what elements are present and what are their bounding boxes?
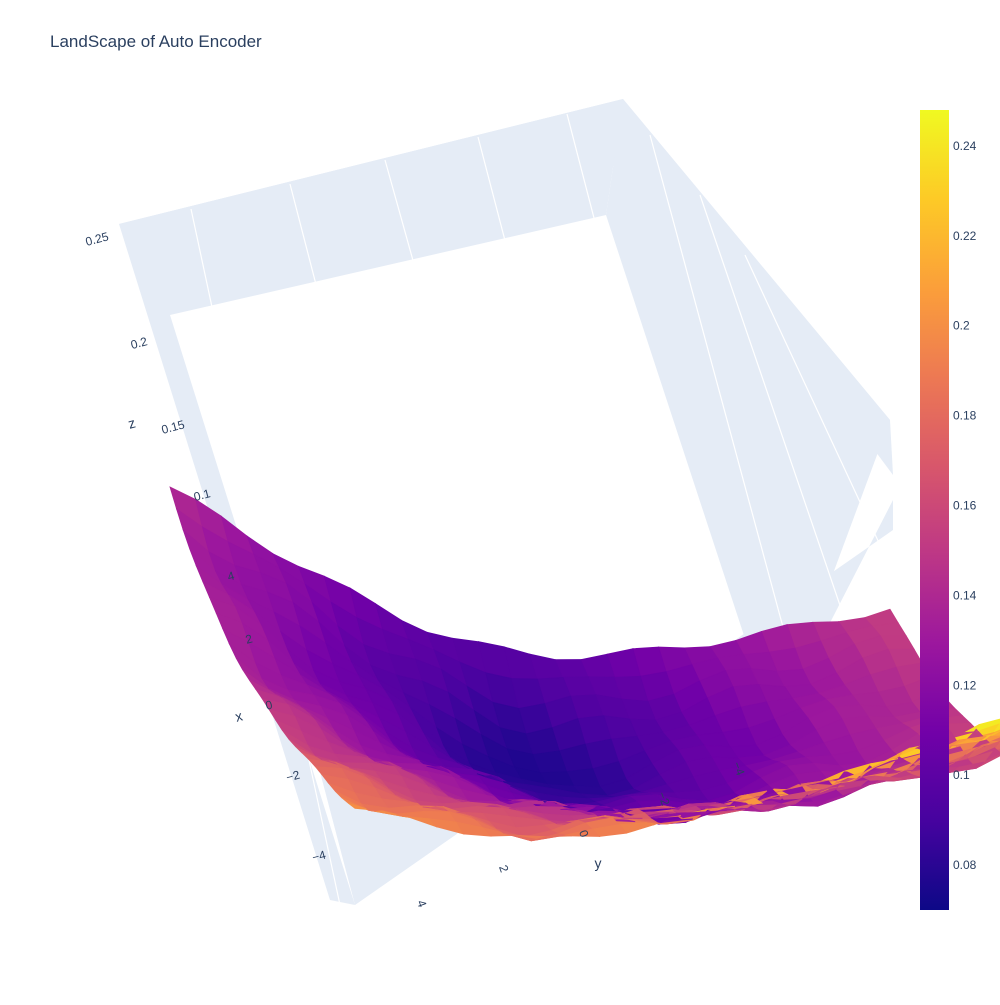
colorbar-bar [920, 110, 949, 910]
colorbar-tick-label: 0.14 [953, 588, 977, 602]
colorbar-tick-label: 0.18 [953, 409, 977, 423]
colorbar-tick-label: 0.22 [953, 229, 977, 243]
z-tick-label: 0.15 [160, 417, 186, 437]
colorbar-tick-label: 0.1 [953, 768, 970, 782]
z-axis-title: z [126, 415, 137, 432]
colorbar[interactable]: 0.24 0.22 0.2 0.18 0.16 0.14 0.12 0.1 0.08 [920, 110, 977, 910]
colorbar-tick-label: 0.08 [953, 858, 977, 872]
chart-title: LandScape of Auto Encoder [50, 32, 262, 52]
y-tick-label: 2 [496, 863, 512, 874]
colorbar-tick-label: 0.12 [953, 678, 977, 692]
y-tick-label: 4 [414, 898, 430, 909]
z-tick-label: 0.25 [84, 229, 110, 249]
z-tick-label: 0.2 [129, 334, 149, 352]
x-axis-title: x [233, 708, 244, 725]
colorbar-tick-label: 0.2 [953, 319, 970, 333]
y-axis-title: y [595, 855, 602, 871]
colorbar-tick-label: 0.24 [953, 139, 977, 153]
colorbar-tick-label: 0.16 [953, 499, 977, 513]
